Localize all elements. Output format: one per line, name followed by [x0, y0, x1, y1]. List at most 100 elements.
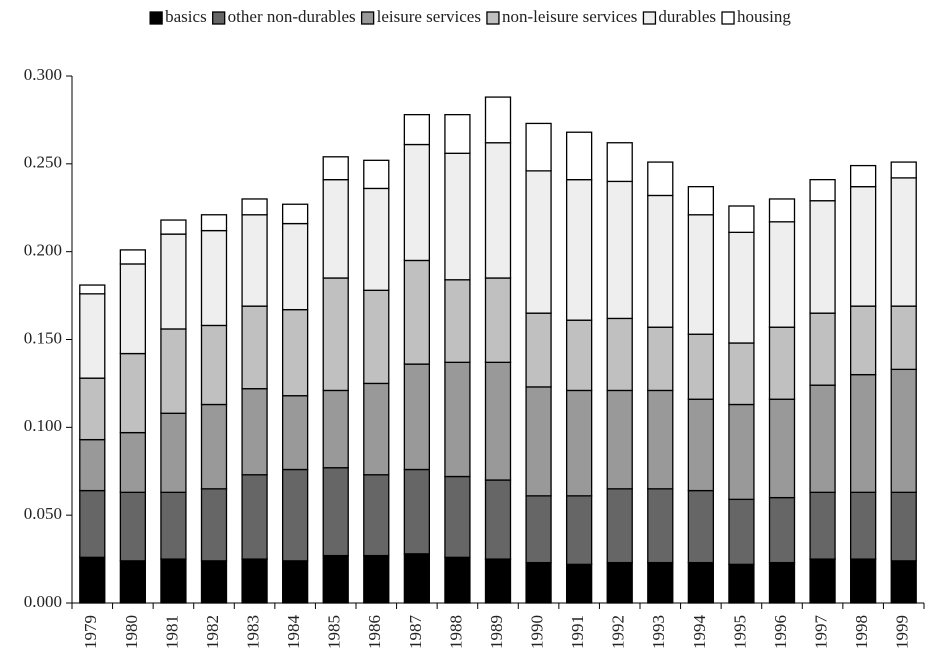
- bar-segment: [728, 231, 755, 344]
- bar-segment: [484, 361, 512, 481]
- bar-segment: [322, 277, 349, 392]
- y-tick-label: 0.050: [24, 504, 62, 523]
- bar-segment: [565, 495, 593, 566]
- x-tick-label: 1988: [446, 615, 465, 649]
- bar-segment: [647, 194, 674, 328]
- bar-segment: [241, 388, 268, 476]
- bar-segment: [687, 186, 715, 216]
- bar-segment: [768, 398, 796, 499]
- bar-segment: [200, 488, 228, 562]
- legend-swatch: [642, 11, 657, 25]
- bar-segment: [363, 474, 390, 557]
- bar-segment: [484, 479, 512, 560]
- bar-segment: [160, 491, 187, 560]
- x-tick-label: 1999: [893, 615, 912, 649]
- bar-segment: [606, 488, 633, 564]
- bar-segment: [525, 495, 552, 564]
- x-tick-label: 1979: [81, 615, 100, 649]
- bar-segment: [322, 389, 349, 469]
- bar-segment: [200, 214, 228, 232]
- bar-segment: [890, 161, 917, 179]
- legend-swatch: [360, 11, 375, 25]
- bar-segment: [444, 113, 471, 154]
- bar-segment: [444, 475, 471, 558]
- legend-label: durables: [658, 7, 716, 26]
- bar-segment: [281, 308, 309, 397]
- x-tick-label: 1998: [852, 615, 871, 649]
- y-tick-label: 0.300: [24, 65, 62, 84]
- bar-segment: [119, 431, 147, 493]
- bar-segment: [119, 491, 147, 562]
- bar-segment: [200, 403, 228, 490]
- bar-segment: [890, 177, 917, 307]
- bar-segment: [403, 259, 431, 365]
- bar-segment: [890, 305, 917, 371]
- bar-segment: [809, 491, 836, 560]
- bar-segment: [809, 384, 836, 493]
- bar-segment: [728, 342, 755, 406]
- bar-segment: [200, 324, 228, 406]
- x-tick-label: 1989: [487, 615, 506, 649]
- bar-segment: [444, 152, 471, 281]
- bar-segment: [606, 389, 633, 490]
- x-tick-label: 1983: [243, 615, 262, 649]
- bar-segment: [444, 279, 471, 363]
- bar-segment: [281, 468, 309, 562]
- bar-segment: [363, 159, 390, 190]
- bar-segment: [79, 556, 106, 604]
- bar-segment: [768, 221, 796, 328]
- x-tick-label: 1984: [284, 615, 303, 650]
- bar-segment: [647, 161, 674, 197]
- bar-segment: [849, 186, 877, 307]
- bar-segment: [241, 305, 268, 390]
- bar-segment: [809, 200, 836, 314]
- y-tick-label: 0.250: [24, 153, 62, 172]
- bar-segment: [363, 554, 390, 604]
- x-tick-label: 1981: [162, 615, 181, 649]
- bar-segment: [565, 319, 593, 392]
- legend-label: non-leisure services: [502, 7, 637, 26]
- y-tick-label: 0.100: [24, 416, 62, 435]
- bar-segment: [728, 403, 755, 501]
- bar-segment: [768, 326, 796, 400]
- bar-segment: [565, 389, 593, 497]
- bar-segment: [606, 180, 633, 320]
- x-tick-label: 1996: [771, 615, 790, 649]
- bar-segment: [160, 219, 187, 235]
- y-tick-label: 0.150: [24, 328, 62, 347]
- bar-segment: [363, 382, 390, 476]
- bar-segment: [200, 560, 228, 604]
- bar-segment: [241, 474, 268, 560]
- bar-segment: [687, 561, 715, 604]
- legend-swatch: [721, 11, 735, 25]
- bar-segment: [809, 558, 836, 604]
- bar-segment: [403, 468, 431, 555]
- bar-segment: [768, 561, 796, 604]
- bar-segment: [119, 249, 147, 265]
- bar-segment: [79, 489, 106, 558]
- x-tick-label: 1995: [730, 615, 749, 649]
- bar-segment: [119, 263, 147, 355]
- bar-segment: [241, 214, 268, 307]
- bar-segment: [484, 277, 512, 363]
- bar-segment: [647, 389, 674, 490]
- bar-segment: [647, 561, 674, 604]
- bar-segment: [281, 203, 309, 225]
- bar-segment: [849, 305, 877, 376]
- x-tick-label: 1985: [325, 615, 344, 649]
- bar-segment: [728, 563, 755, 604]
- bar-segment: [606, 142, 633, 183]
- bar-segment: [241, 198, 268, 216]
- legend-swatch: [486, 11, 500, 25]
- legend-label: other non-durables: [228, 7, 356, 26]
- legend-swatch: [149, 11, 163, 25]
- bar-segment: [890, 368, 917, 493]
- x-tick-label: 1990: [527, 615, 546, 649]
- x-tick-label: 1997: [811, 615, 830, 650]
- bar-segment: [403, 363, 431, 471]
- bar-segment: [403, 553, 431, 604]
- x-tick-label: 1991: [568, 615, 587, 649]
- y-tick-label: 0.000: [24, 592, 62, 611]
- bar-segment: [363, 289, 390, 385]
